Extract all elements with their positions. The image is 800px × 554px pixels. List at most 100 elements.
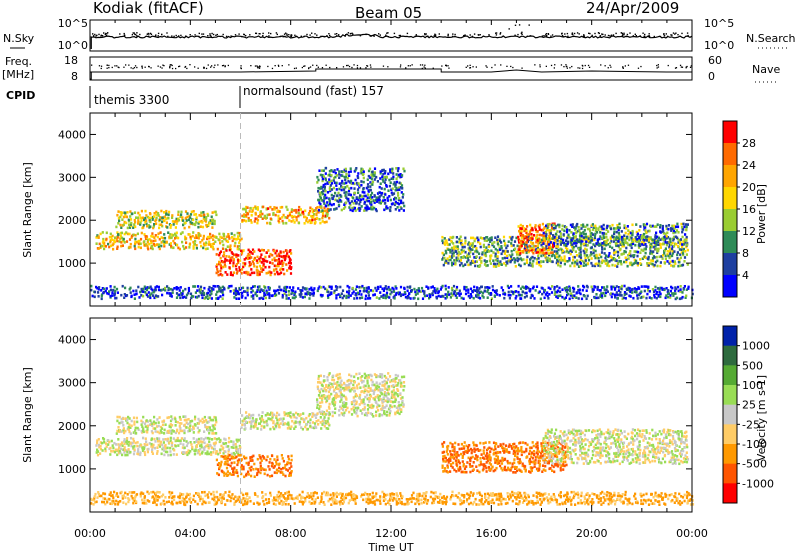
nave-point xyxy=(178,65,180,68)
power-cell xyxy=(317,178,320,182)
power-cell xyxy=(578,234,582,237)
power-cell xyxy=(536,261,539,264)
nsearch-point xyxy=(328,33,330,35)
power-cell xyxy=(614,242,617,245)
power-cell xyxy=(334,171,337,175)
power-cell xyxy=(369,185,372,188)
power-cell xyxy=(656,264,659,268)
nave-point xyxy=(281,65,283,67)
power-cell xyxy=(484,248,487,252)
power-cell xyxy=(327,296,330,299)
nsearch-label: N.Search xyxy=(746,32,796,45)
power-cell xyxy=(467,288,470,292)
power-cell xyxy=(242,265,245,269)
power-cell xyxy=(536,250,539,254)
power-cell xyxy=(116,231,119,234)
power-cell xyxy=(305,219,308,222)
vel-cell xyxy=(151,452,154,455)
vel-cell xyxy=(212,424,215,427)
power-cell xyxy=(609,236,612,239)
nsearch-point xyxy=(648,35,651,38)
power-cell xyxy=(460,239,463,242)
nsearch-point xyxy=(582,35,585,37)
nsearch-point xyxy=(255,32,257,34)
power-cell xyxy=(601,294,604,297)
vel-cell xyxy=(211,429,214,432)
power-cell xyxy=(681,291,684,294)
power-cell xyxy=(101,231,104,234)
power-cell xyxy=(518,263,521,267)
power-cell xyxy=(351,206,354,210)
nsearch-point xyxy=(336,35,338,37)
vel-cell xyxy=(189,421,192,425)
vel-cell xyxy=(143,443,146,446)
nave-point xyxy=(566,65,568,68)
power-cell xyxy=(642,223,645,226)
nsearch-point xyxy=(230,35,232,37)
power-cell xyxy=(149,239,153,243)
power-cell xyxy=(592,243,595,246)
power-cell xyxy=(328,173,331,176)
power-cell xyxy=(347,197,350,201)
vel-cell xyxy=(223,457,226,460)
power-cell xyxy=(163,233,166,236)
vel-cell xyxy=(142,429,145,432)
power-cell xyxy=(125,294,129,297)
power-cell xyxy=(308,209,312,213)
power-cell xyxy=(369,188,372,192)
power-cell xyxy=(417,287,420,290)
power-cell xyxy=(228,285,231,288)
vel-cell xyxy=(117,443,120,446)
nave-point xyxy=(257,67,259,69)
power-cell xyxy=(501,289,505,292)
power-cell xyxy=(565,290,568,293)
power-cell xyxy=(567,233,570,237)
power-cell xyxy=(662,232,665,235)
vel-cell xyxy=(110,439,113,443)
power-cell xyxy=(256,269,259,273)
power-cell xyxy=(431,285,434,288)
power-cell xyxy=(264,255,267,259)
nsearch-point xyxy=(201,33,203,35)
power-cell xyxy=(521,285,524,289)
power-cell xyxy=(279,268,282,272)
power-cell xyxy=(623,260,626,264)
power-cell xyxy=(611,223,614,227)
power-cell xyxy=(161,293,164,297)
power-cell xyxy=(338,182,341,185)
power-cell xyxy=(643,232,646,236)
power-cell xyxy=(563,225,566,228)
power-cell xyxy=(324,193,327,197)
power-cell xyxy=(366,193,370,196)
power-cell xyxy=(273,249,276,253)
power-cell xyxy=(357,176,360,180)
power-cell xyxy=(275,206,278,210)
vel-cell xyxy=(150,437,153,440)
vel-cell xyxy=(126,418,129,422)
power-cell xyxy=(636,238,639,241)
power-cell xyxy=(268,286,271,290)
power-cell xyxy=(353,199,356,203)
power-cell xyxy=(350,179,353,183)
power-cell xyxy=(137,222,140,225)
nsearch-point xyxy=(349,32,352,35)
nave-point xyxy=(627,64,630,66)
vel-cell xyxy=(205,425,208,429)
vel-cell xyxy=(132,452,136,456)
power-cell xyxy=(627,243,630,247)
vel-cell xyxy=(121,453,124,457)
power-cell xyxy=(685,245,688,249)
nave-point xyxy=(256,66,259,68)
power-cell xyxy=(312,289,315,292)
vel-cell xyxy=(180,437,183,440)
power-cell xyxy=(473,256,476,259)
nsearch-point xyxy=(648,33,650,35)
vel-cell xyxy=(253,475,256,478)
power-cell xyxy=(216,270,219,274)
power-cell xyxy=(668,250,671,253)
power-cell xyxy=(114,289,117,293)
nave-point xyxy=(141,65,143,67)
nave-point xyxy=(329,66,331,69)
power-cell xyxy=(109,285,112,288)
power-cell xyxy=(326,212,329,216)
